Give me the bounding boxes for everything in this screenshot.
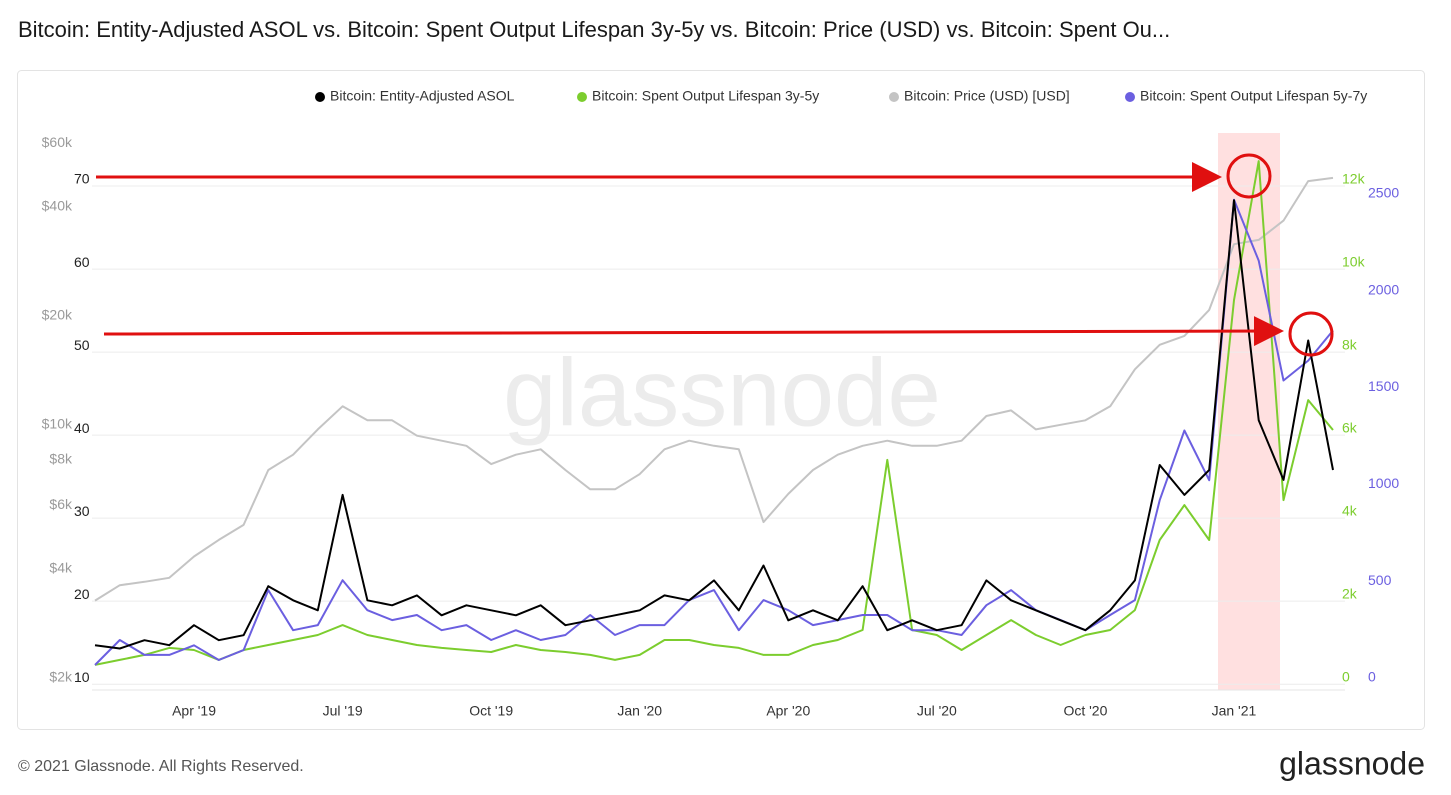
y-tick-label: $60k bbox=[42, 134, 73, 150]
x-tick-label: Jul '20 bbox=[917, 703, 957, 719]
y-tick-label: 70 bbox=[74, 171, 90, 187]
y-tick-label: $40k bbox=[42, 198, 73, 214]
highlight-circle bbox=[1288, 311, 1334, 357]
y-tick-label: 10k bbox=[1342, 254, 1366, 270]
x-tick-label: Jul '19 bbox=[323, 703, 363, 719]
y-tick-label: 40 bbox=[74, 420, 90, 436]
y-tick-label: 50 bbox=[74, 337, 90, 353]
x-tick-label: Apr '19 bbox=[172, 703, 216, 719]
legend-swatch bbox=[889, 92, 899, 102]
highlight-region bbox=[1218, 133, 1280, 690]
y-tick-label: 20 bbox=[74, 586, 90, 602]
x-tick-label: Oct '19 bbox=[469, 703, 513, 719]
legend-label: Bitcoin: Price (USD) [USD] bbox=[904, 88, 1070, 104]
series-line bbox=[94, 176, 1334, 602]
y-tick-label: 12k bbox=[1342, 171, 1366, 187]
y-tick-label: 500 bbox=[1368, 572, 1392, 588]
y-tick-label: $20k bbox=[42, 307, 73, 323]
y-tick-label: 1000 bbox=[1368, 475, 1399, 491]
legend-label: Bitcoin: Spent Output Lifespan 3y-5y bbox=[592, 88, 819, 104]
legend-label: Bitcoin: Spent Output Lifespan 5y-7y bbox=[1140, 88, 1367, 104]
x-tick-label: Apr '20 bbox=[766, 703, 810, 719]
legend-swatch bbox=[1125, 92, 1135, 102]
chart-frame bbox=[17, 70, 1425, 730]
y-tick-label: 60 bbox=[74, 254, 90, 270]
y-tick-label: 0 bbox=[1368, 669, 1376, 685]
series-line bbox=[94, 198, 1334, 666]
y-tick-label: $6k bbox=[49, 496, 73, 512]
footer: © 2021 Glassnode. All Rights Reserved. bbox=[18, 758, 304, 775]
y-tick-label: $8k bbox=[49, 451, 73, 467]
y-tick-label: 1500 bbox=[1368, 378, 1399, 394]
y-tick-label: 30 bbox=[74, 503, 90, 519]
series-line bbox=[94, 160, 1334, 666]
y-tick-label: 10 bbox=[74, 669, 90, 685]
series-line bbox=[94, 199, 1334, 650]
arrow bbox=[103, 316, 1284, 347]
chart-title: Bitcoin: Entity-Adjusted ASOL vs. Bitcoi… bbox=[18, 17, 1170, 42]
watermark: glassnode bbox=[503, 339, 941, 446]
y-tick-label: 2k bbox=[1342, 586, 1358, 602]
x-tick-label: Jan '20 bbox=[617, 703, 662, 719]
x-tick-label: Jan '21 bbox=[1212, 703, 1257, 719]
y-tick-label: 2000 bbox=[1368, 281, 1399, 297]
y-tick-label: 6k bbox=[1342, 420, 1358, 436]
y-tick-label: 0 bbox=[1342, 669, 1350, 685]
plot: $2k $4k $6k $8k $10k $20k $40k $60k 10 20 30 40 50 60… bbox=[42, 88, 1400, 719]
y-tick-label: 8k bbox=[1342, 337, 1358, 353]
legend-swatch bbox=[577, 92, 587, 102]
logo: glassnode bbox=[1279, 745, 1425, 781]
y-tick-label: 2500 bbox=[1368, 185, 1399, 201]
y-tick-label: 4k bbox=[1342, 503, 1358, 519]
y-tick-label: $4k bbox=[49, 560, 73, 576]
y-tick-label: $2k bbox=[49, 669, 73, 685]
legend-swatch bbox=[315, 92, 325, 102]
legend-label: Bitcoin: Entity-Adjusted ASOL bbox=[330, 88, 515, 104]
x-tick-label: Oct '20 bbox=[1063, 703, 1107, 719]
annotations bbox=[96, 153, 1334, 357]
y-tick-label: $10k bbox=[42, 416, 73, 432]
highlight-circle bbox=[1226, 153, 1272, 199]
